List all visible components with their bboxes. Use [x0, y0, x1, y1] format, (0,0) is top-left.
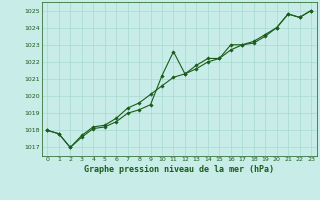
- X-axis label: Graphe pression niveau de la mer (hPa): Graphe pression niveau de la mer (hPa): [84, 165, 274, 174]
